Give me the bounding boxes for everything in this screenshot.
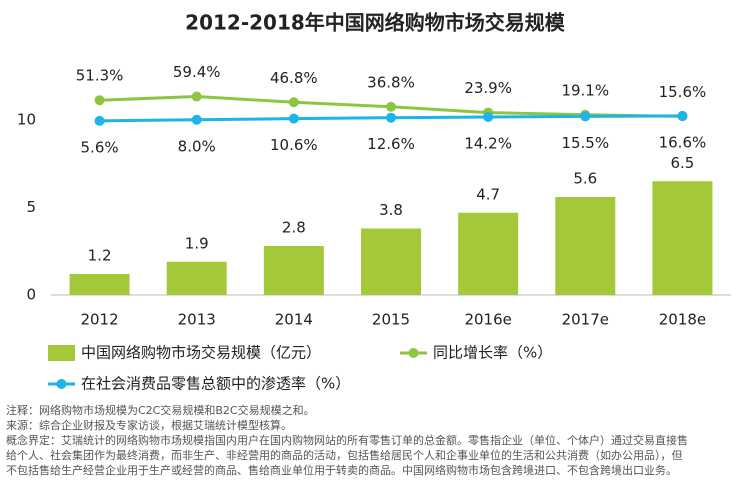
- marker: [288, 97, 299, 108]
- y-tick-label: 10: [17, 111, 36, 129]
- x-tick-label: 2015: [372, 311, 410, 329]
- x-tick-label: 2018e: [659, 311, 706, 329]
- x-tick-label: 2017e: [562, 311, 609, 329]
- y-tick-label: 5: [26, 198, 36, 216]
- data-label: 12.6%: [367, 135, 415, 153]
- x-tick-label: 2014: [275, 311, 313, 329]
- bar: [166, 261, 227, 295]
- data-label: 15.6%: [659, 83, 707, 101]
- x-tick-label: 2012: [80, 311, 118, 329]
- data-label: 6.5: [670, 154, 694, 172]
- bar: [263, 246, 324, 295]
- marker: [288, 113, 299, 124]
- bar: [69, 274, 130, 295]
- data-label: 23.9%: [464, 79, 512, 97]
- note: 来源：综合企业财报及专家访谈，根据艾瑞统计模型核算。: [6, 418, 292, 432]
- x-tick-label: 2013: [178, 311, 216, 329]
- legend-swatch: [48, 345, 75, 361]
- data-label: 19.1%: [561, 81, 609, 99]
- legend-label: 在社会消费品零售总额中的渗透率（%）: [81, 375, 350, 393]
- data-label: 2.8: [282, 219, 306, 237]
- bar: [652, 181, 713, 295]
- chart-title: 2012-2018年中国网络购物市场交易规模: [185, 11, 566, 35]
- marker: [94, 95, 105, 106]
- marker: [677, 110, 688, 121]
- legend-marker: [56, 379, 67, 389]
- data-label: 1.9: [185, 234, 209, 252]
- data-label: 5.6: [573, 170, 597, 188]
- data-label: 10.6%: [270, 136, 318, 154]
- legend-label: 中国网络购物市场交易规模（亿元）: [81, 344, 321, 362]
- data-label: 16.6%: [659, 133, 707, 151]
- data-label: 51.3%: [76, 67, 124, 85]
- data-label: 36.8%: [367, 73, 415, 91]
- marker: [94, 115, 105, 126]
- data-label: 4.7: [476, 185, 500, 203]
- legend-marker: [408, 348, 419, 358]
- data-label: 59.4%: [173, 63, 221, 81]
- marker: [191, 114, 202, 125]
- data-label: 46.8%: [270, 69, 318, 87]
- note: 不包括售给生产经营企业用于生产或经营的商品、售给商业单位用于转卖的商品。中国网络…: [6, 463, 677, 477]
- marker: [580, 111, 591, 122]
- data-label: 3.8: [379, 201, 403, 219]
- bar: [361, 228, 421, 295]
- data-label: 14.2%: [464, 134, 512, 152]
- bar: [458, 212, 519, 295]
- data-label: 15.5%: [561, 134, 609, 152]
- marker: [483, 111, 494, 122]
- note: 给个人、社会集团作为最终消费，而非生产、非经营用的商品的活动，包括售给居民个人和…: [6, 448, 683, 462]
- note: 概念界定：艾瑞统计的网络购物市场规模指国内用户在国内购物网站的所有零售订单的总金…: [6, 433, 688, 447]
- marker: [191, 91, 202, 102]
- data-label: 8.0%: [178, 137, 216, 155]
- x-tick-label: 2016e: [464, 311, 511, 329]
- bar: [555, 197, 616, 295]
- data-label: 1.2: [88, 247, 112, 265]
- note: 注释：网络购物市场规模为C2C交易规模和B2C交易规模之和。: [6, 403, 315, 417]
- data-label: 5.6%: [81, 138, 119, 156]
- legend-label: 同比增长率（%）: [433, 344, 552, 362]
- marker: [386, 112, 396, 123]
- marker: [386, 101, 396, 112]
- y-tick-label: 0: [26, 286, 36, 304]
